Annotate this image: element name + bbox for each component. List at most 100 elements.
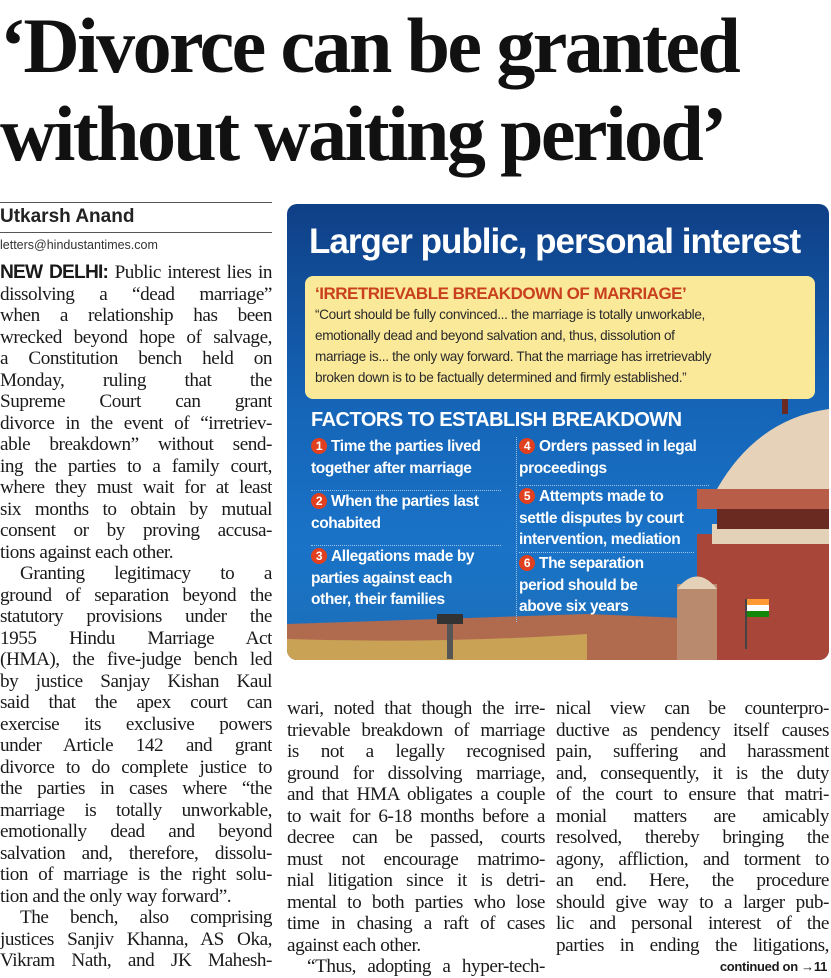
article-line: nial litigation since it is detri-	[287, 870, 545, 892]
article-line: divorce in the event of “irretriev-	[0, 413, 272, 435]
article-line: nical view can be counterpro-	[556, 698, 829, 720]
factor-divider	[311, 545, 501, 546]
article-line-text: where they must wait for at least	[0, 477, 272, 498]
article-line-text: and that HMA obligates a couple	[287, 784, 545, 805]
article-line-text: exercise its exclusive powers	[0, 713, 272, 735]
byline-bottom-rule	[0, 232, 272, 233]
article-line-text: by justice Sanjay Kishan Kaul	[0, 670, 272, 692]
article-column-1: NEW DELHI: Public interest lies in dissol…	[0, 262, 272, 972]
number-badge: 6	[519, 555, 535, 571]
article-line-text: ground of separation beyond the	[0, 584, 272, 606]
article-line: able breakdown” without send-	[0, 434, 272, 456]
article-line-text: dissolving a “dead marriage”	[0, 283, 272, 305]
article-line-text: emotionally dead and beyond	[0, 821, 272, 842]
headline: ‘Divorce can be granted without waiting …	[0, 2, 831, 178]
infobox-title: Larger public, personal interest	[309, 222, 801, 261]
article-line: should give way to a larger pub-	[556, 892, 829, 914]
article-line-text: wari, noted that though the irre-	[287, 698, 545, 719]
article-line-text: 1955 Hindu Marriage Act	[0, 627, 272, 649]
article-line: parties in ending the litigations,	[556, 935, 829, 957]
article-line: six months to obtain by mutual	[0, 499, 272, 521]
headline-line-2: without waiting period’	[0, 90, 727, 177]
number-badge: 1	[311, 438, 327, 454]
article-line-text: is not a legally recognised	[287, 741, 545, 762]
factor-item-3: 3 Allegations made by parties against each…	[311, 546, 475, 611]
factor-text: When the parties last	[331, 493, 479, 510]
article-line: NEW DELHI: Public interest lies in	[0, 262, 272, 284]
factor-text: other, their families	[311, 591, 445, 608]
article-line: The bench, also comprising	[0, 907, 272, 929]
article-line-text: wrecked beyond hope of salvage,	[0, 326, 272, 348]
factor-divider	[519, 552, 694, 553]
article-line: the parties in cases where “the	[0, 778, 272, 800]
article-line-text: salvation and, therefore, dissolu-	[0, 842, 272, 864]
article-line: trievable breakdown of marriage	[287, 720, 545, 742]
article-line: a Constitution bench held on	[0, 348, 272, 370]
article-line: divorce to do complete justice to	[0, 757, 272, 779]
article-line: tion of marriage is the right solu-	[0, 864, 272, 886]
article-line-text: nical view can be counterpro-	[556, 698, 829, 719]
factor-item-6: 6 The separation period should be above six…	[519, 553, 644, 618]
article-line-text: ductive as pendency itself causes	[556, 719, 829, 741]
article-line: Vikram Nath, and JK Mahesh-	[0, 950, 272, 972]
article-line: where they must wait for at least	[0, 477, 272, 499]
number-badge: 3	[311, 548, 327, 564]
factor-text: Allegations made by	[331, 548, 475, 565]
factor-text: settle disputes by court	[519, 509, 684, 527]
byline-email[interactable]: letters@hindustantimes.com	[0, 238, 158, 252]
infobox: Larger public, personal interest ‘IRRETR…	[287, 204, 829, 660]
dateline: NEW DELHI:	[0, 262, 109, 283]
factor-text: proceedings	[519, 459, 607, 477]
article-line: emotionally dead and beyond	[0, 821, 272, 843]
article-line: and, consequently, it is the duty	[556, 763, 829, 785]
article-line-text: a Constitution bench held on	[0, 348, 272, 369]
article-line-text: pain, suffering and harassment	[556, 741, 829, 762]
factor-text: Attempts made to	[539, 488, 664, 505]
number-badge: 2	[311, 493, 327, 509]
factor-divider	[311, 490, 501, 491]
article-line-text: decree can be passed, courts	[287, 827, 545, 848]
article-line-text: statutory provisions under the	[0, 606, 272, 627]
article-line: tion and the only way forward”.	[0, 886, 272, 908]
factor-text: cohabited	[311, 514, 381, 532]
article-line-text: tion and the only way forward”.	[0, 885, 232, 907]
article-line-text: the parties in cases where “the	[0, 778, 272, 799]
factors-column-divider	[516, 437, 517, 622]
article-line: lic and personal interest of the	[556, 913, 829, 935]
byline-top-rule	[0, 202, 272, 203]
article-line: exercise its exclusive powers	[0, 714, 272, 736]
factor-divider	[519, 485, 709, 486]
article-line: pain, suffering and harassment	[556, 741, 829, 763]
article-line: is not a legally recognised	[287, 741, 545, 763]
article-line: when a relationship has been	[0, 305, 272, 327]
article-line: salvation and, therefore, dissolu-	[0, 843, 272, 865]
article-line-text: agony, affliction, and torment to	[556, 848, 829, 870]
article-line-text: divorce to do complete justice to	[0, 756, 272, 778]
article-line-text: tions against each other.	[0, 541, 174, 563]
factor-text: Orders passed in legal	[539, 438, 697, 455]
article-line: Supreme Court can grant	[0, 391, 272, 413]
article-line: Monday, ruling that the	[0, 370, 272, 392]
article-line-text: able breakdown” without send-	[0, 434, 272, 455]
article-line-text: Monday, ruling that the	[0, 369, 272, 391]
article-line-text: under Article 142 and grant	[0, 735, 272, 756]
article-line-text: of the court to ensure that matri-	[556, 784, 829, 805]
article-line: statutory provisions under the	[0, 606, 272, 628]
article-line: said that the apex court can	[0, 692, 272, 714]
article-line-text: should give way to a larger pub-	[556, 891, 829, 913]
article-line: tions against each other.	[0, 542, 272, 564]
article-line: wrecked beyond hope of salvage,	[0, 327, 272, 349]
article-line-text: tion of marriage is the right solu-	[0, 864, 272, 885]
continued-on-link[interactable]: continued on →11	[719, 959, 827, 974]
article-line: agony, affliction, and torment to	[556, 849, 829, 871]
article-line-text: Public interest lies in	[108, 262, 272, 283]
article-line-text: six months to obtain by mutual	[0, 498, 272, 520]
factor-text: parties against each	[311, 569, 453, 587]
article-line-text: said that the apex court can	[0, 692, 272, 713]
article-line: decree can be passed, courts	[287, 827, 545, 849]
article-line: ing the parties to a family court,	[0, 456, 272, 478]
article-line-text: must not encourage matrimo-	[287, 848, 545, 870]
factor-item-5: 5 Attempts made to settle disputes by cour…	[519, 486, 684, 551]
article-line-text: mental to both parties who lose	[287, 891, 545, 913]
article-line: an end. Here, the procedure	[556, 870, 829, 892]
